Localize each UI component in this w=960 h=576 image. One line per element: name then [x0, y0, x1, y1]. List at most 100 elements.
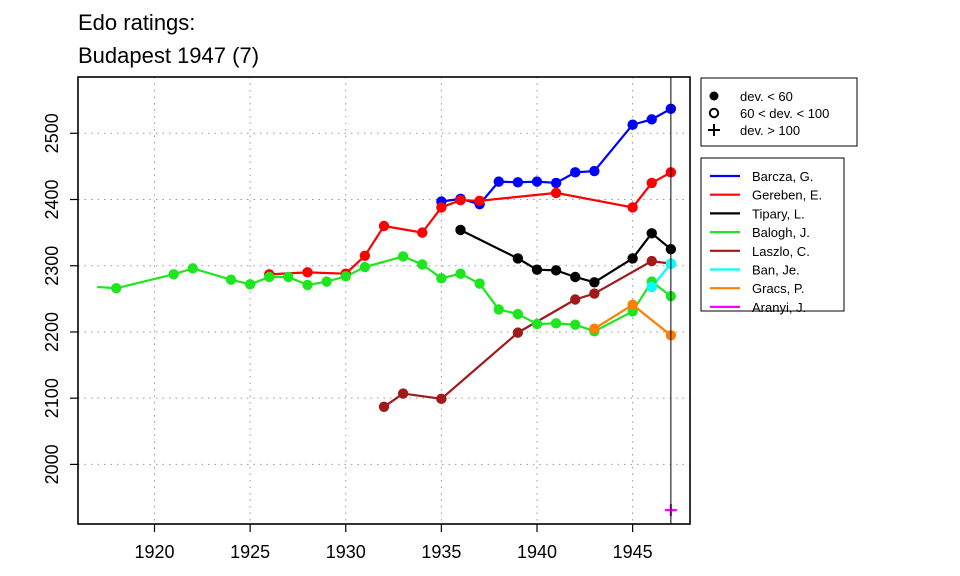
- data-point-barcza-g: [512, 177, 524, 188]
- data-point-balogh-j: [436, 273, 447, 284]
- data-point-laszlo-c: [646, 255, 657, 267]
- x-tick-label: 1930: [326, 542, 366, 562]
- y-tick-label: 2500: [42, 113, 62, 153]
- data-point-balogh-j: [512, 308, 524, 320]
- data-point-balogh-j: [359, 261, 371, 273]
- data-point-laszlo-c: [570, 294, 581, 305]
- legend-label: Tipary, L.: [752, 206, 805, 221]
- data-point-balogh-j: [264, 271, 275, 283]
- data-point-laszlo-c: [378, 401, 390, 412]
- data-point-balogh-j: [302, 279, 313, 291]
- x-tick-label: 1925: [230, 542, 270, 562]
- data-point-balogh-j: [493, 304, 504, 315]
- y-tick-label: 2400: [42, 179, 62, 219]
- data-point-balogh-j: [417, 259, 428, 270]
- data-point-balogh-j: [321, 276, 332, 287]
- data-point-barcza-g: [646, 114, 657, 125]
- data-point-tipary-l: [627, 253, 638, 264]
- data-point-gereben-e: [627, 202, 638, 213]
- series-line-laszlo-c: [383, 259, 672, 408]
- data-point-balogh-j: [455, 268, 466, 279]
- legend-label: Barcza, G.: [752, 169, 813, 184]
- y-tick-label: 2200: [42, 312, 62, 352]
- data-point-balogh-j: [340, 271, 351, 282]
- data-point-gracs-p: [627, 299, 638, 311]
- legend-label: Gereben, E.: [752, 188, 822, 203]
- x-axis: 1920 1925 1930 1935 1940 1945: [134, 524, 653, 562]
- data-point-tipary-l: [512, 253, 524, 264]
- legend-label: Balogh, J.: [752, 225, 810, 240]
- data-point-barcza-g: [531, 176, 543, 187]
- x-tick-label: 1920: [134, 542, 174, 562]
- data-point-balogh-j: [187, 263, 198, 274]
- data-point-barcza-g: [550, 177, 562, 189]
- legend-label: Ban, Je.: [752, 263, 800, 278]
- chart-title-line-2: Budapest 1947 (7): [78, 43, 259, 68]
- marker-legend: dev. < 60 60 < dev. < 100 dev. > 100: [700, 77, 858, 147]
- data-point-balogh-j: [474, 278, 485, 289]
- data-point-laszlo-c: [589, 288, 600, 299]
- x-tick-label: 1945: [613, 542, 653, 562]
- y-tick-label: 2100: [42, 378, 62, 418]
- data-point-tipary-l: [570, 271, 581, 283]
- y-tick-label: 2000: [42, 444, 62, 484]
- data-point-gracs-p: [589, 323, 600, 334]
- chart-title-line-1: Edo ratings:: [78, 10, 195, 35]
- data-point-balogh-j: [570, 319, 581, 330]
- series-legend-box: [700, 157, 845, 312]
- data-point-gereben-e: [436, 202, 447, 213]
- marker-legend-label: 60 < dev. < 100: [740, 106, 829, 121]
- data-point-gereben-e: [646, 177, 657, 189]
- data-point-balogh-j: [531, 318, 543, 330]
- filled-circle-icon: [709, 91, 719, 101]
- open-circle-icon: [708, 107, 720, 119]
- plus-icon: [708, 124, 720, 136]
- marker-legend-label: dev. > 100: [740, 123, 800, 138]
- data-point-balogh-j: [111, 283, 122, 294]
- data-point-barcza-g: [570, 167, 581, 178]
- data-point-tipary-l: [646, 228, 657, 239]
- legend-label: Laszlo, C.: [752, 244, 810, 259]
- series-line-tipary-l: [460, 228, 672, 284]
- x-tick-label: 1940: [517, 542, 557, 562]
- data-point-balogh-j: [244, 279, 256, 290]
- data-point-laszlo-c: [436, 393, 447, 405]
- series-points: [111, 103, 677, 517]
- data-point-balogh-j: [283, 271, 294, 283]
- series-lines: [97, 107, 672, 408]
- data-point-balogh-j: [225, 274, 237, 285]
- data-point-tipary-l: [455, 224, 466, 236]
- data-point-balogh-j: [397, 251, 409, 262]
- data-point-tipary-l: [550, 265, 562, 276]
- series-line-gereben-e: [269, 171, 672, 276]
- data-point-gereben-e: [378, 220, 390, 232]
- series-legend: Barcza, G. Gereben, E. Tipary, L. Balogh, J…: [700, 157, 845, 315]
- x-tick-label: 1935: [421, 542, 461, 562]
- data-point-gereben-e: [417, 227, 428, 238]
- data-point-barcza-g: [627, 119, 638, 130]
- series-line-balogh-j: [97, 255, 672, 333]
- data-point-tipary-l: [589, 277, 600, 288]
- data-point-laszlo-c: [397, 388, 409, 399]
- plot-frame: [77, 76, 691, 525]
- data-point-tipary-l: [531, 264, 543, 275]
- marker-legend-label: dev. < 60: [740, 89, 793, 104]
- marker-legend-box: [700, 77, 858, 147]
- y-tick-label: 2300: [42, 246, 62, 286]
- data-point-barcza-g: [589, 165, 600, 177]
- grid-lines: [78, 77, 690, 524]
- data-point-barcza-g: [493, 176, 504, 187]
- data-point-gereben-e: [302, 267, 313, 278]
- data-point-balogh-j: [168, 269, 179, 280]
- data-point-gereben-e: [474, 195, 485, 207]
- data-point-gereben-e: [359, 250, 371, 261]
- y-axis: 2000 2100 2200 2300 2400 2500: [42, 113, 78, 484]
- data-point-gereben-e: [550, 187, 562, 199]
- data-point-ban-je: [646, 281, 657, 293]
- legend-label: Aranyi, J.: [752, 300, 806, 315]
- data-point-gereben-e: [455, 194, 466, 206]
- data-point-balogh-j: [550, 318, 562, 329]
- data-point-laszlo-c: [512, 327, 524, 338]
- legend-label: Gracs, P.: [752, 281, 805, 296]
